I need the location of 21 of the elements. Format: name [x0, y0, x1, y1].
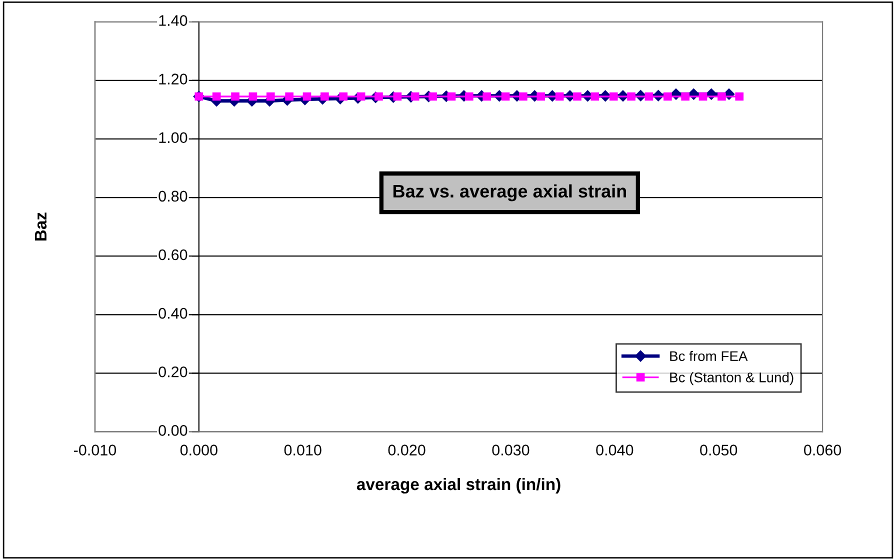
x-tick-label: 0.050: [700, 444, 738, 456]
legend-label: Bc from FEA: [670, 350, 748, 362]
x-tick-label: 0.060: [804, 444, 842, 456]
y-axis-title: Baz: [34, 212, 47, 241]
y-tick-label: 1.00: [159, 132, 188, 144]
y-tick-label: 1.20: [159, 74, 188, 84]
y-tick-label: 0.40: [158, 308, 188, 319]
x-axis-title: average axial strain (in/in): [356, 478, 560, 494]
y-tick-label: 1.40: [159, 15, 188, 26]
x-tick-label: 0.000: [180, 444, 218, 456]
x-tick-label: 0.010: [284, 444, 322, 456]
y-tick-label: 0.80: [158, 190, 188, 202]
text: Baz vs. average axial strain: [393, 184, 626, 202]
y-tick-label: 0.60: [158, 249, 188, 260]
x-tick-label: 0.040: [596, 444, 634, 456]
x-tick-label: 0.020: [388, 444, 426, 456]
y-tick-label: 0.00: [158, 425, 188, 436]
legend-label: Bc (Stanton & Lund): [670, 372, 794, 386]
y-tick-label: 0.20: [158, 366, 188, 378]
x-tick-label: 0.030: [492, 444, 530, 456]
x-tick-label: -0.010: [74, 444, 116, 456]
